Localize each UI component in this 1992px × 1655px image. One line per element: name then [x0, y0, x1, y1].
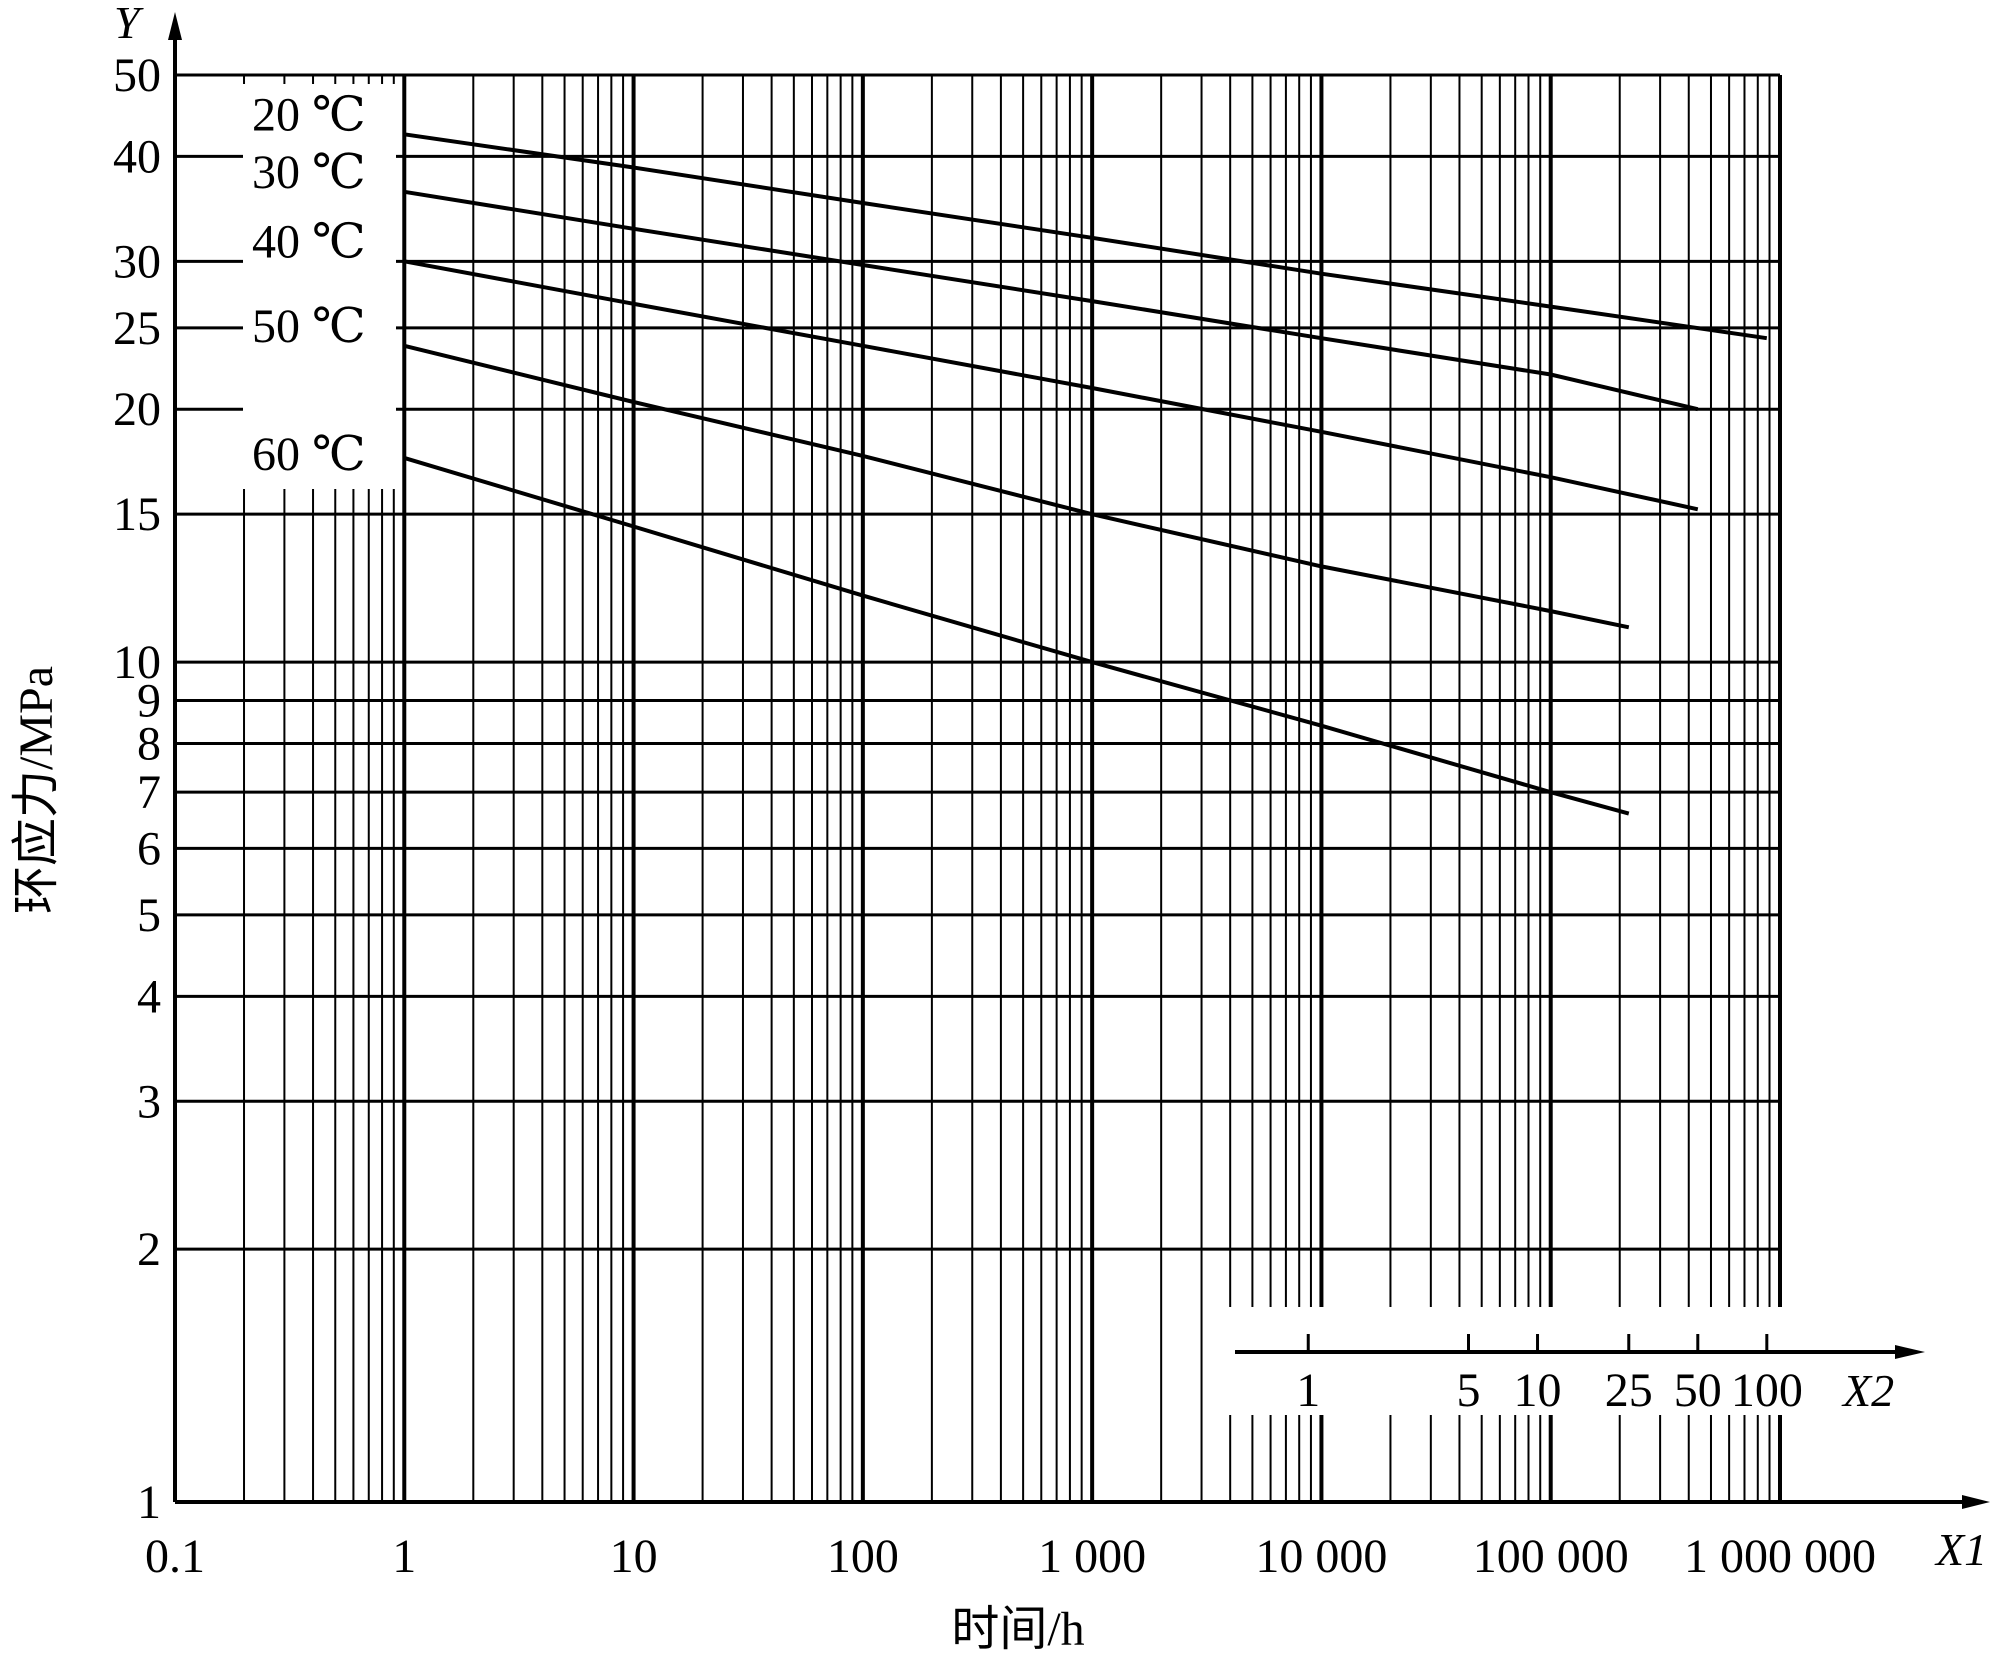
series-line	[403, 259, 1699, 512]
y-tick-label: 7	[137, 766, 161, 819]
x-tick-label: 0.1	[145, 1530, 205, 1583]
legend: 20 ℃30 ℃ 40 ℃ 50 ℃ 60 ℃	[252, 88, 366, 481]
x-axis-name: X1	[1934, 1524, 1987, 1575]
y-tick-label: 10	[113, 636, 161, 689]
x-tick-label: 100	[827, 1530, 899, 1583]
legend-item-label: 50 ℃	[252, 300, 366, 353]
y-tick-label: 2	[137, 1223, 161, 1276]
x2-axis-name: X2	[1841, 1365, 1894, 1416]
series-line	[403, 455, 1630, 816]
y-tick-label: 25	[113, 302, 161, 355]
series-line	[404, 132, 1768, 341]
y-tick-label: 30	[113, 235, 161, 288]
legend-item-label: 60 ℃	[252, 428, 366, 481]
y-axis-arrow	[168, 12, 182, 40]
y-tick-label: 15	[113, 488, 161, 541]
series-line	[403, 189, 1699, 412]
x-axis-label: 时间/h	[951, 1603, 1084, 1655]
y-axis-name: Y	[114, 0, 144, 48]
series-lines	[403, 132, 1768, 816]
legend-item-label: 40 ℃	[252, 215, 366, 268]
x-tick-label: 100 000	[1473, 1530, 1629, 1583]
y-axis-label: 环应力/MPa	[10, 666, 63, 914]
x2-tick-label: 10	[1514, 1364, 1562, 1417]
series-line	[403, 343, 1630, 630]
secondary-x-axis: 1 5 10 25 50 100	[1225, 1307, 1985, 1417]
y-tick-label: 40	[113, 130, 161, 183]
x-tick-label: 1 000 000	[1684, 1530, 1876, 1583]
y-tick-label: 50	[113, 49, 161, 102]
legend-item-label: 20 ℃	[252, 88, 366, 141]
x2-axis-arrow	[1895, 1345, 1925, 1359]
x-tick-label: 1 000	[1038, 1530, 1146, 1583]
x2-tick-label: 5	[1457, 1364, 1481, 1417]
y-tick-label: 4	[137, 970, 161, 1023]
y-tick-label: 9	[137, 675, 161, 728]
legend-box	[243, 84, 396, 489]
x-axis-arrow	[1962, 1495, 1990, 1509]
x2-tick-label: 100	[1731, 1364, 1803, 1417]
y-tick-label: 5	[137, 889, 161, 942]
x-tick-label: 1	[392, 1530, 416, 1583]
y-tick-label: 1	[137, 1476, 161, 1529]
x2-tick-label: 1	[1296, 1364, 1320, 1417]
axes	[168, 12, 1990, 1509]
x-tick-label: 10	[610, 1530, 658, 1583]
y-tick-label: 3	[137, 1075, 161, 1128]
y-tick-label: 20	[113, 383, 161, 436]
x-tick-label: 10 000	[1255, 1530, 1387, 1583]
x2-tick-label: 25	[1605, 1364, 1653, 1417]
x2-tick-label: 50	[1674, 1364, 1722, 1417]
tick-labels: 0.1 1 10 100 1 000 10 000 100 000 1 000 0001234…	[113, 49, 1876, 1583]
x2-axis-band	[1225, 1307, 1985, 1415]
legend-item-label: 30 ℃	[252, 146, 366, 199]
y-tick-label: 8	[137, 717, 161, 770]
y-tick-label: 6	[137, 822, 161, 875]
